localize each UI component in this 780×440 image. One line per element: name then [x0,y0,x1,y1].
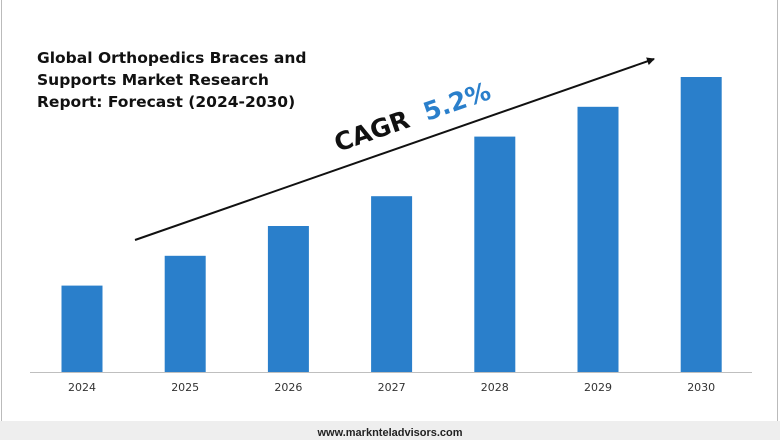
x-tick-label-2027: 2027 [378,381,406,394]
cagr-annotation: CAGR 5.2% [330,76,494,157]
x-tick-label-2024: 2024 [68,381,96,394]
x-tick-label-2025: 2025 [171,381,199,394]
bar-2030 [680,77,722,372]
left-border [1,0,2,440]
x-tick-labels: 2024 2025 2026 2027 2028 2029 2030 [68,381,715,394]
bar-2028 [474,136,516,372]
x-tick-label-2028: 2028 [481,381,509,394]
bar-2025 [164,255,206,372]
x-tick-label-2029: 2029 [584,381,612,394]
bar-2024 [61,285,103,372]
x-tick-label-2026: 2026 [274,381,302,394]
bar-2026 [267,226,309,372]
right-border [777,0,778,440]
bar-2029 [577,106,619,373]
chart-title-line-2: Supports Market Research [37,71,269,89]
chart-title-line-1: Global Orthopedics Braces and [37,49,307,67]
footer-url[interactable]: www.marknteladvisors.com [317,427,463,439]
chart-title: Global Orthopedics Braces and Supports M… [37,47,337,113]
footer-bar: www.marknteladvisors.com [0,421,780,440]
cagr-trend-arrow [134,57,655,241]
bars-layer [61,77,722,373]
cagr-label: CAGR [330,105,413,158]
bar-2027 [371,196,413,372]
chart-title-line-3: Report: Forecast (2024-2030) [37,93,296,111]
x-tick-label-2030: 2030 [687,381,715,394]
